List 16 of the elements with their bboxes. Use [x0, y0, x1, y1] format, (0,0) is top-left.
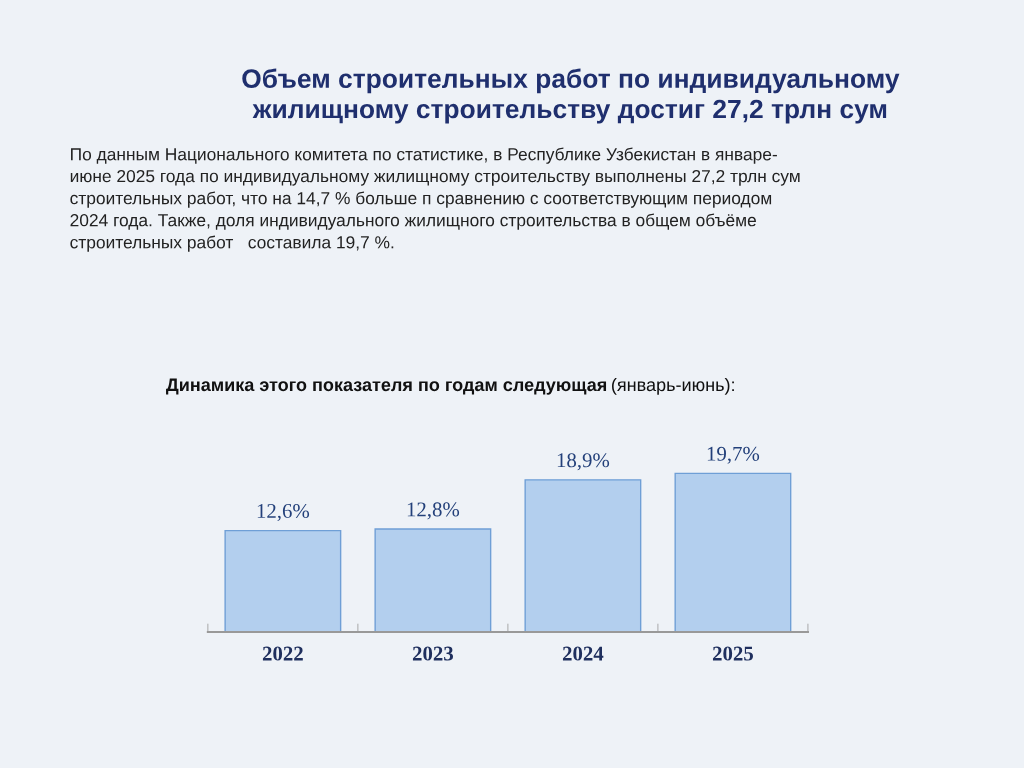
- text: Динамика этого показателя по годам следующая: [166, 378, 607, 395]
- x-tick-label: 2022: [262, 646, 303, 661]
- bar: [374, 528, 492, 633]
- x-tick-label: 2023: [412, 646, 454, 661]
- data-label: 12,8%: [407, 502, 460, 520]
- data-label: 19,7%: [707, 446, 760, 464]
- chart-subtitle: По данным Национального комитета по статистике, в Республике Узбекистан в январе- июне 2025 года по индивидуальному жилищному строительству выполнены 27,2 трлн сум строительных работ, что на 14,7 % больше п сравнению с соответствующим периодом 2024 года. Также, доля индивидуального жилищного строительства в общем объёме строительных работ составила 19,7 %.: [70, 147, 800, 252]
- data-label: 12,6%: [257, 503, 310, 522]
- x-tick-label: 2024: [562, 646, 604, 661]
- text: (январь-июнь):: [612, 377, 734, 395]
- chart-title: Объем строительных работ по индивидуальному жилищному строительству достиг 27,2 трлн сум: [242, 68, 900, 124]
- x-tick-label: 2025: [712, 646, 753, 661]
- bar: [674, 472, 792, 633]
- bar: [524, 479, 642, 633]
- bar: [224, 529, 342, 633]
- data-label: 18,9%: [557, 453, 610, 471]
